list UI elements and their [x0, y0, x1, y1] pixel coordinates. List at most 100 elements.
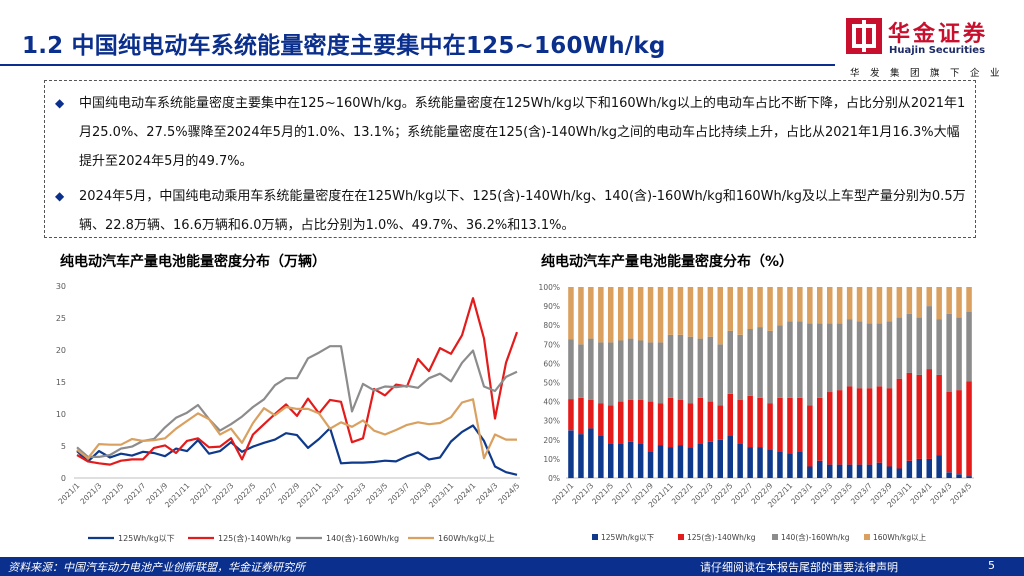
bar-segment [747, 287, 753, 329]
bar-segment [767, 403, 773, 450]
bar-segment [846, 287, 853, 320]
bar-segment [836, 464, 843, 478]
x-tick-label: 2021/11 [163, 481, 192, 510]
bar-segment [827, 464, 833, 478]
bar-segment [856, 321, 863, 389]
bar-segment [866, 464, 873, 478]
y-tick-label: 20 [56, 346, 66, 355]
bar-segment [966, 287, 972, 312]
legend-label: 125(含)-140Wh/kg [687, 532, 756, 542]
bar-segment [906, 313, 913, 373]
brand-logo: 华金证券 Huajin Securities [846, 16, 1006, 60]
bar-segment [906, 460, 913, 478]
bar-segment [817, 287, 823, 324]
bar-segment [627, 287, 634, 339]
y-tick-label: 0% [548, 474, 560, 483]
bar-segment [647, 287, 654, 343]
bar-segment [667, 287, 674, 335]
bar-segment [727, 287, 733, 331]
bar-segment [747, 329, 753, 396]
bar-segment [886, 466, 893, 478]
legend-label: 125Wh/kg以下 [601, 533, 655, 542]
y-tick-label: 50% [543, 379, 560, 388]
bar-segment [697, 338, 704, 398]
page-title: 1.2 中国纯电动车系统能量密度主要集中在125~160Wh/kg [22, 33, 666, 59]
bar-segment [687, 287, 694, 337]
bar-segment [608, 405, 614, 444]
bar-segment [568, 430, 574, 479]
y-tick-label: 90% [543, 302, 560, 311]
bar-segment [856, 388, 863, 465]
bar-segment [817, 323, 823, 398]
bar-segment [588, 399, 594, 429]
bar-segment [588, 338, 594, 400]
bar-segment [876, 386, 883, 463]
bar-segment [896, 287, 903, 318]
bar-segment [657, 342, 664, 404]
bar-segment [846, 319, 853, 387]
bar-segment [797, 287, 803, 322]
bar-segment [856, 464, 863, 478]
bar-segment [757, 447, 763, 478]
bar-segment [697, 397, 704, 444]
y-tick-label: 30% [543, 417, 560, 426]
brand-slogan: 华发集团旗下企业 [850, 68, 1011, 79]
bar-segment [817, 460, 823, 478]
bar-segment [936, 455, 942, 478]
bar-segment [707, 287, 714, 337]
bar-segment [568, 399, 574, 431]
bar-segment [697, 287, 704, 339]
bar-segment [747, 447, 753, 478]
summary-box: ◆ 中国纯电动车系统能量密度主要集中在125~160Wh/kg。系统能量密度在1… [44, 80, 976, 238]
bar-segment [946, 472, 952, 478]
x-tick-label: 2022/1 [188, 481, 213, 506]
bar-segment [966, 312, 972, 382]
bar-segment [817, 397, 823, 461]
y-tick-label: 0 [61, 474, 66, 483]
bar-segment [777, 397, 783, 452]
y-tick-label: 5 [61, 442, 66, 451]
legend-label: 140(含)-160Wh/kg [326, 533, 399, 543]
series-line [76, 424, 518, 476]
title-rule [0, 64, 835, 66]
bar-segment [647, 451, 654, 478]
footer-bar: 资料来源：中国汽车动力电池产业创新联盟，华金证券研究所 请仔细阅读在本报告尾部的… [0, 557, 1024, 576]
bar-segment [637, 287, 644, 341]
bar-segment [707, 401, 714, 442]
brand-name-cn: 华金证券 [888, 22, 989, 47]
bar-segment [896, 378, 903, 469]
bar-segment [717, 405, 723, 440]
bar-segment [627, 338, 634, 400]
bar-segment [876, 462, 883, 478]
x-tick-label: 2024/1 [452, 481, 477, 506]
y-tick-label: 10 [56, 410, 66, 419]
bar-segment [618, 443, 624, 478]
bar-segment [956, 474, 962, 478]
legend-label: 160Wh/kg以上 [873, 533, 927, 542]
x-tick-label: 2023/5 [364, 481, 389, 506]
x-tick-label: 2024/5 [496, 481, 521, 506]
bar-segment [647, 401, 654, 452]
bar-segment [916, 374, 922, 459]
bar-segment [866, 388, 873, 465]
bar-segment [767, 330, 773, 404]
bar-segment [807, 466, 813, 478]
legend-swatch [678, 534, 684, 540]
x-tick-label: 2023/7 [386, 481, 411, 506]
bar-segment [807, 405, 813, 467]
bar-segment [578, 397, 584, 435]
bar-segment [916, 458, 922, 478]
bar-segment [767, 449, 773, 478]
x-tick-label: 2022/7 [254, 481, 279, 506]
x-tick-label: 2023/11 [427, 481, 456, 510]
bar-segment [598, 403, 604, 436]
bar-segment [906, 372, 913, 461]
bar-segment [896, 317, 903, 379]
bar-segment [737, 443, 743, 478]
bar-segment [618, 401, 624, 444]
x-tick-label: 2023/3 [342, 481, 367, 506]
line-chart-title: 纯电动汽车产量电池能量密度分布（万辆） [60, 254, 326, 270]
bar-segment [866, 323, 873, 389]
bar-segment [846, 386, 853, 465]
bar-segment [936, 319, 942, 375]
